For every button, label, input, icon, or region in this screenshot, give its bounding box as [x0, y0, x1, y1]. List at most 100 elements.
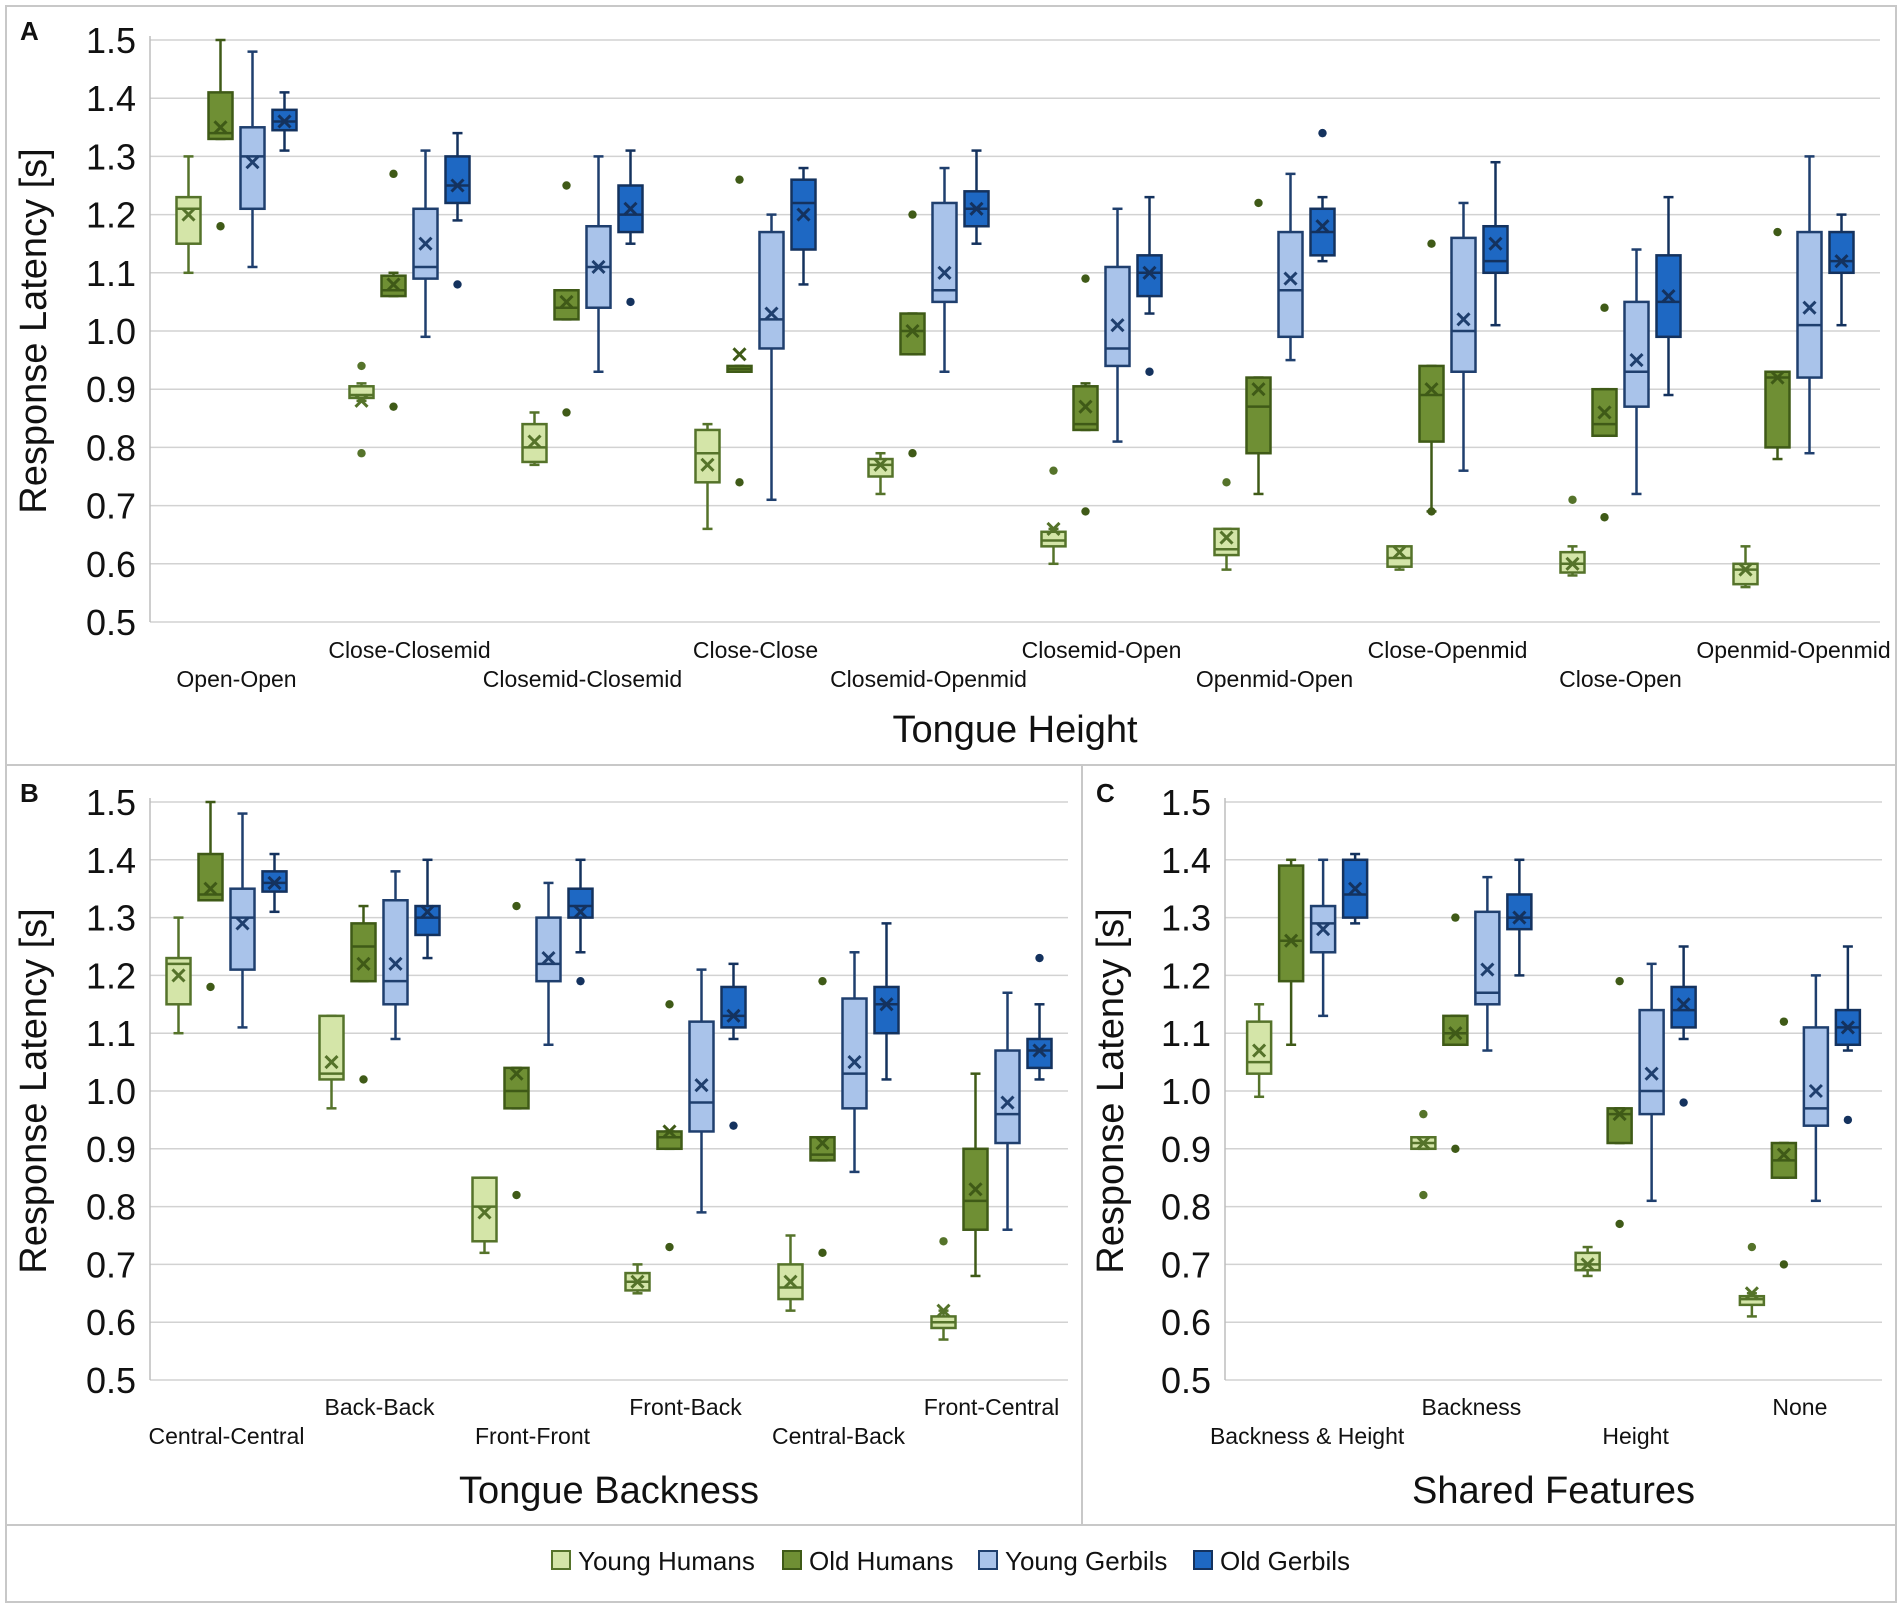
box-close-close-old-gerbils	[790, 166, 817, 286]
legend-label-old-gerbils: Old Gerbils	[1220, 1546, 1350, 1576]
category-label-close-closemid: Close-Closemid	[328, 637, 490, 663]
y-tick-label: 1.0	[86, 311, 136, 352]
box-iqr	[1442, 1014, 1469, 1047]
y-tick-label: 0.6	[86, 1302, 136, 1343]
box-iqr	[1474, 910, 1501, 1006]
mean-marker	[1802, 300, 1817, 315]
box-close-closemid-old-humans	[380, 169, 407, 411]
box-height-young-gerbils	[1638, 962, 1665, 1203]
box-iqr	[790, 178, 817, 251]
y-tick-label: 1.3	[1161, 898, 1211, 939]
mean-marker	[324, 1055, 339, 1070]
box-close-open-old-humans	[1591, 303, 1618, 522]
category-label-backness: Backness	[1422, 1394, 1522, 1420]
box-iqr	[1309, 904, 1337, 954]
mean-marker	[1597, 405, 1612, 420]
box-openmid-openmid-old-humans	[1764, 227, 1791, 461]
box-iqr	[1764, 370, 1791, 449]
box-front-front-young-gerbils	[535, 881, 562, 1047]
box-open-open-old-humans	[207, 38, 234, 231]
category-label-openmid-open: Openmid-Open	[1196, 666, 1353, 692]
y-tick-label: 1.1	[1161, 1013, 1211, 1054]
mean-marker	[388, 956, 403, 971]
y-tick-label: 0.7	[86, 1244, 136, 1285]
box-openmid-openmid-young-gerbils	[1796, 155, 1823, 455]
panel-b-frame	[5, 764, 1083, 1526]
box-iqr	[1277, 230, 1304, 339]
panel-a: A 0.5 0.6 0.7 0.8 0.9 1.0 1.1 1.2 1.3 1.4 1.5 Respon…	[13, 16, 1891, 751]
legend-item-young-gerbils[interactable]: Young Gerbils	[978, 1546, 1167, 1576]
mean-marker	[213, 120, 228, 135]
box-close-openmid-young-gerbils	[1450, 201, 1477, 472]
mean-marker	[1283, 271, 1298, 286]
box-iqr	[471, 1176, 498, 1243]
box-iqr	[1245, 1020, 1273, 1075]
box-iqr	[1213, 527, 1240, 557]
mean-marker	[1219, 530, 1234, 545]
legend-item-old-gerbils[interactable]: Old Gerbils	[1193, 1546, 1350, 1576]
y-tick-label: 0.9	[86, 1129, 136, 1170]
box-backness-old-gerbils	[1506, 858, 1533, 977]
legend-label-young-gerbils: Young Gerbils	[1005, 1546, 1167, 1576]
y-tick-label: 1.3	[86, 898, 136, 939]
mean-marker	[1284, 933, 1299, 948]
box-open-open-young-humans	[175, 155, 202, 275]
legend-item-old-humans[interactable]: Old Humans	[782, 1546, 954, 1576]
category-label-closemid-open: Closemid-Open	[1022, 637, 1182, 663]
mean-marker	[1448, 1026, 1463, 1041]
mean-marker	[1456, 312, 1471, 327]
y-tick-label: 0.8	[1161, 1187, 1211, 1228]
mean-marker	[1580, 1257, 1595, 1272]
outlier-point	[1679, 1098, 1688, 1107]
outlier-point	[1049, 466, 1058, 475]
mean-marker	[1612, 1107, 1627, 1122]
box-height-old-gerbils	[1670, 945, 1697, 1107]
box-iqr	[1670, 985, 1697, 1029]
y-tick-label: 1.3	[86, 136, 136, 177]
y-tick-label: 0.7	[86, 486, 136, 527]
box-iqr	[239, 126, 266, 211]
box-iqr	[1506, 893, 1533, 931]
box-iqr	[758, 230, 785, 350]
box-none-young-humans	[1738, 1242, 1766, 1318]
x-axis-title: Tongue Height	[892, 709, 1138, 751]
box-close-closemid-young-humans	[348, 361, 375, 458]
box-iqr	[350, 922, 377, 983]
mean-marker	[847, 1055, 862, 1070]
box-iqr	[1418, 364, 1445, 443]
x-axis-title: Shared Features	[1412, 1470, 1695, 1512]
box-closemid-open-old-humans	[1072, 274, 1099, 516]
mean-marker	[1392, 545, 1407, 560]
y-tick-label: 1.2	[86, 195, 136, 236]
outlier-point	[735, 175, 744, 184]
box-iqr	[175, 195, 202, 245]
outlier-point	[1081, 274, 1090, 283]
y-tick-label: 1.5	[86, 782, 136, 823]
outlier-point	[1419, 1190, 1428, 1200]
box-closemid-closemid-young-humans	[521, 411, 548, 467]
box-iqr	[931, 201, 958, 304]
box-central-central-young-gerbils	[229, 812, 256, 1029]
box-iqr	[1386, 545, 1413, 568]
legend-swatch-young-gerbils	[978, 1550, 998, 1570]
box-iqr	[1574, 1251, 1601, 1272]
mean-marker	[235, 916, 250, 931]
mean-marker	[1078, 399, 1093, 414]
box-front-central-old-gerbils	[1026, 953, 1053, 1081]
box-close-openmid-old-gerbils	[1482, 160, 1509, 327]
box-closemid-open-old-gerbils	[1136, 195, 1163, 376]
outlier-point	[1035, 953, 1044, 963]
mean-marker	[1480, 962, 1495, 977]
y-tick-label: 0.6	[86, 544, 136, 585]
mean-marker	[450, 178, 465, 193]
box-height-old-humans	[1606, 976, 1633, 1229]
box-central-central-old-humans	[197, 800, 224, 992]
mean-marker	[477, 1205, 492, 1220]
legend-item-young-humans[interactable]: Young Humans	[551, 1546, 755, 1576]
box-openmid-openmid-young-humans	[1732, 545, 1759, 589]
outlier-point	[1318, 128, 1327, 138]
box-iqr	[1738, 1294, 1766, 1307]
box-iqr	[1277, 864, 1305, 983]
box-none-old-gerbils	[1834, 945, 1862, 1125]
